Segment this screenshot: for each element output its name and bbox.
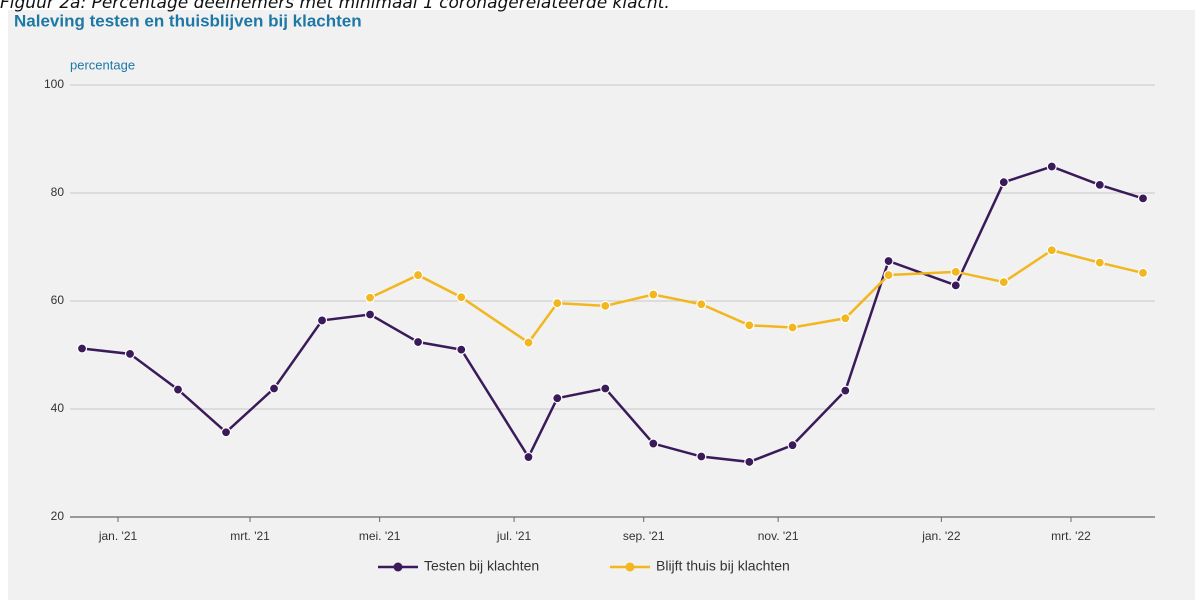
point [1137, 193, 1149, 204]
point [1046, 245, 1057, 256]
point [412, 269, 424, 281]
point [1094, 179, 1105, 190]
caption: Figuur 2a: Percentage deelnemers met min… [0, 0, 670, 13]
point [456, 344, 467, 355]
x-tick-label: nov. '21 [758, 529, 799, 543]
chart-title: Naleving testen en thuisblijven bij klac… [14, 11, 362, 30]
point [268, 383, 280, 394]
point [744, 456, 755, 468]
x-tick-label: mrt. '21 [230, 529, 270, 543]
legend-label: Testen bij klachten [424, 558, 539, 574]
point [172, 384, 184, 395]
point [552, 298, 563, 309]
y-axis-label: percentage [70, 57, 135, 72]
y-tick-label: 40 [51, 401, 65, 415]
point [552, 393, 563, 404]
y-tick-label: 20 [51, 509, 65, 523]
x-tick-label: jul. '21 [496, 529, 532, 543]
point [883, 255, 894, 267]
point [124, 348, 136, 360]
y-tick-label: 100 [44, 77, 64, 91]
point [1094, 257, 1105, 268]
point [840, 313, 851, 324]
x-tick-label: jan. '21 [98, 529, 138, 543]
legend-label: Blijft thuis bij klachten [656, 558, 790, 574]
x-tick-label: mei. '21 [359, 529, 401, 543]
point [787, 440, 798, 451]
point [1137, 267, 1149, 279]
point [316, 315, 328, 326]
point [523, 337, 534, 348]
point [883, 269, 894, 281]
point [364, 292, 376, 303]
legend-marker [625, 562, 635, 572]
point [364, 309, 376, 320]
point [696, 451, 707, 462]
point [840, 385, 851, 396]
point [648, 289, 659, 300]
point [648, 438, 659, 449]
point [787, 322, 798, 333]
point [220, 427, 232, 438]
point [696, 299, 707, 310]
point [600, 383, 611, 394]
point [744, 320, 755, 331]
point [76, 343, 88, 354]
y-tick-label: 60 [51, 293, 65, 307]
x-tick-label: mrt. '22 [1051, 529, 1091, 543]
point [600, 300, 611, 311]
point [412, 336, 424, 348]
x-tick-label: sep. '21 [623, 529, 665, 543]
point [456, 292, 467, 303]
point [523, 451, 534, 463]
point [1046, 161, 1057, 172]
point [950, 280, 961, 291]
point [998, 277, 1009, 288]
y-tick-label: 80 [51, 185, 65, 199]
x-tick-label: jan. '22 [921, 529, 961, 543]
point [950, 266, 961, 277]
legend-marker [393, 562, 403, 572]
point [998, 177, 1009, 188]
